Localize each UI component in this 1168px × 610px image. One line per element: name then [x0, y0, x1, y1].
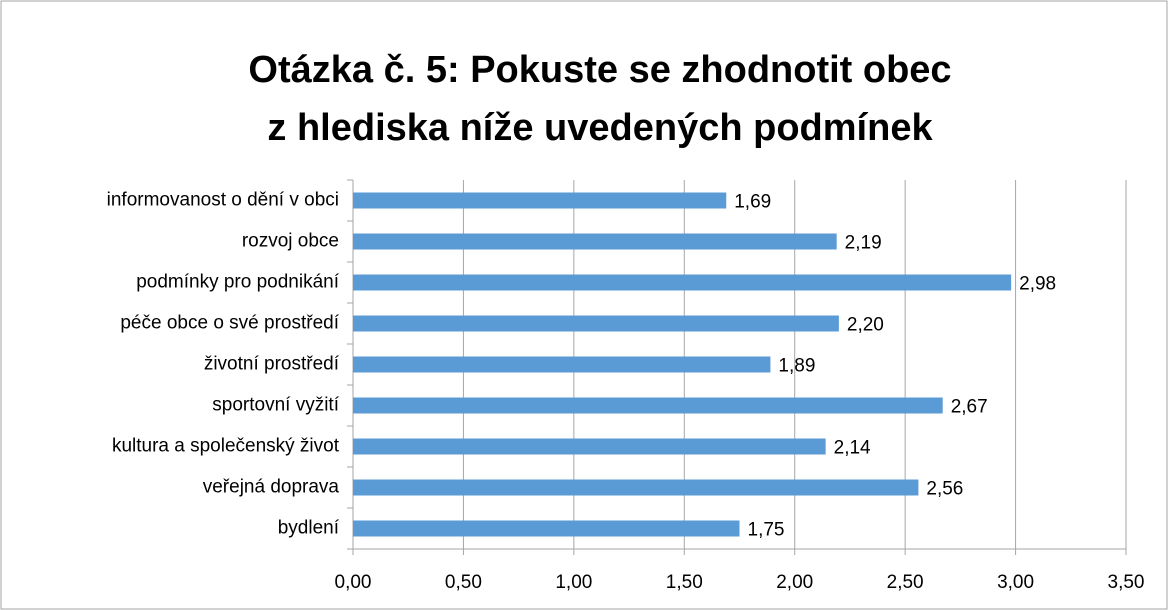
bar: [353, 479, 919, 496]
data-label: 2,98: [1019, 274, 1056, 295]
data-label: 1,75: [748, 520, 785, 541]
data-label: 2,14: [834, 438, 871, 459]
data-label: 2,20: [847, 315, 884, 336]
x-tick-label: 0,50: [445, 572, 482, 593]
bar: [353, 397, 943, 414]
data-label: 2,19: [845, 233, 882, 254]
y-tick-label: péče obce o své prostředí: [120, 313, 339, 334]
y-tick-label: kultura a společenský život: [112, 436, 340, 457]
chart-title: Otázka č. 5: Pokuste se zhodnotit obec: [248, 49, 951, 91]
x-tick-label: 2,00: [776, 572, 813, 593]
bar: [353, 233, 837, 250]
bar: [353, 356, 771, 373]
y-tick-label: sportovní vyžití: [212, 395, 339, 416]
x-tick-label: 3,00: [997, 572, 1034, 593]
x-tick-label: 2,50: [887, 572, 924, 593]
bar: [353, 274, 1012, 291]
bar: [353, 192, 727, 209]
bar: [353, 315, 839, 332]
x-tick-label: 1,00: [555, 572, 592, 593]
y-tick-label: životní prostředí: [204, 354, 340, 375]
x-tick-label: 3,50: [1108, 572, 1145, 593]
y-tick-label: bydlení: [278, 518, 340, 539]
y-tick-label: veřejná doprava: [203, 477, 340, 498]
y-tick-label: podmínky pro podnikání: [136, 272, 340, 293]
bar: [353, 438, 826, 455]
data-label: 2,67: [951, 397, 988, 418]
x-tick-label: 0,00: [335, 572, 372, 593]
data-label: 2,56: [926, 479, 963, 500]
y-tick-label: informovanost o dění v obci: [107, 190, 339, 211]
data-label: 1,69: [734, 192, 771, 213]
x-tick-label: 1,50: [666, 572, 703, 593]
chart-title: z hlediska níže uvedených podmínek: [267, 107, 933, 149]
bar: [353, 520, 740, 537]
data-label: 1,89: [778, 356, 815, 377]
y-tick-label: rozvoj obce: [242, 231, 339, 252]
